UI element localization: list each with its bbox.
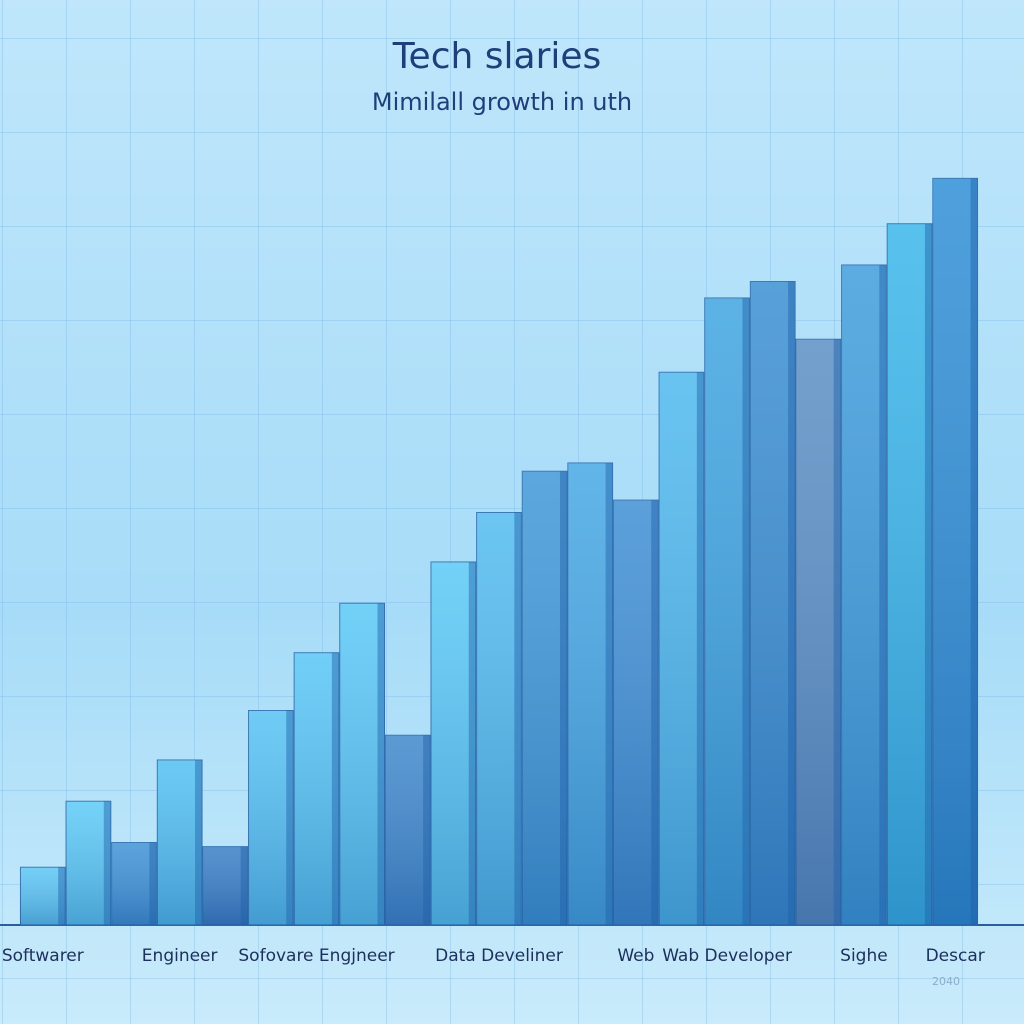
- x-tick-label: Descar: [926, 946, 985, 966]
- bar-side: [605, 463, 613, 925]
- bar-side: [195, 760, 203, 925]
- x-tick-label: Sofovare Engjneer: [238, 946, 394, 966]
- bar-side: [970, 178, 978, 925]
- x-tick-label: Softwarer: [2, 946, 84, 966]
- x-tick-label: Sighe: [840, 946, 888, 966]
- bar-side: [331, 652, 339, 925]
- bar-side: [696, 372, 704, 925]
- bar-side: [924, 223, 932, 925]
- chart-subtitle: Mimilall growth in uth: [372, 88, 632, 116]
- bar-side: [377, 603, 385, 925]
- chart-title: Tech slaries: [392, 36, 602, 77]
- bar-side: [879, 265, 887, 925]
- bar-side: [514, 512, 522, 925]
- bar-side: [240, 846, 248, 925]
- bar-side: [149, 842, 157, 925]
- bar-side: [788, 281, 796, 925]
- annotation: 2040: [932, 975, 960, 988]
- bar-side: [833, 339, 841, 925]
- x-tick-label: Wab Developer: [662, 946, 792, 966]
- x-tick-label: Data Develiner: [435, 946, 563, 966]
- x-tick-label: Engineer: [142, 946, 218, 966]
- bar-side: [742, 298, 750, 925]
- bar-side: [651, 500, 659, 925]
- bar-side: [58, 867, 66, 925]
- bar-side: [423, 735, 431, 925]
- bar-side: [559, 471, 567, 925]
- bar-side: [286, 710, 294, 925]
- bar-side: [103, 801, 111, 925]
- x-tick-label: Web: [617, 946, 654, 966]
- bar-side: [468, 562, 476, 925]
